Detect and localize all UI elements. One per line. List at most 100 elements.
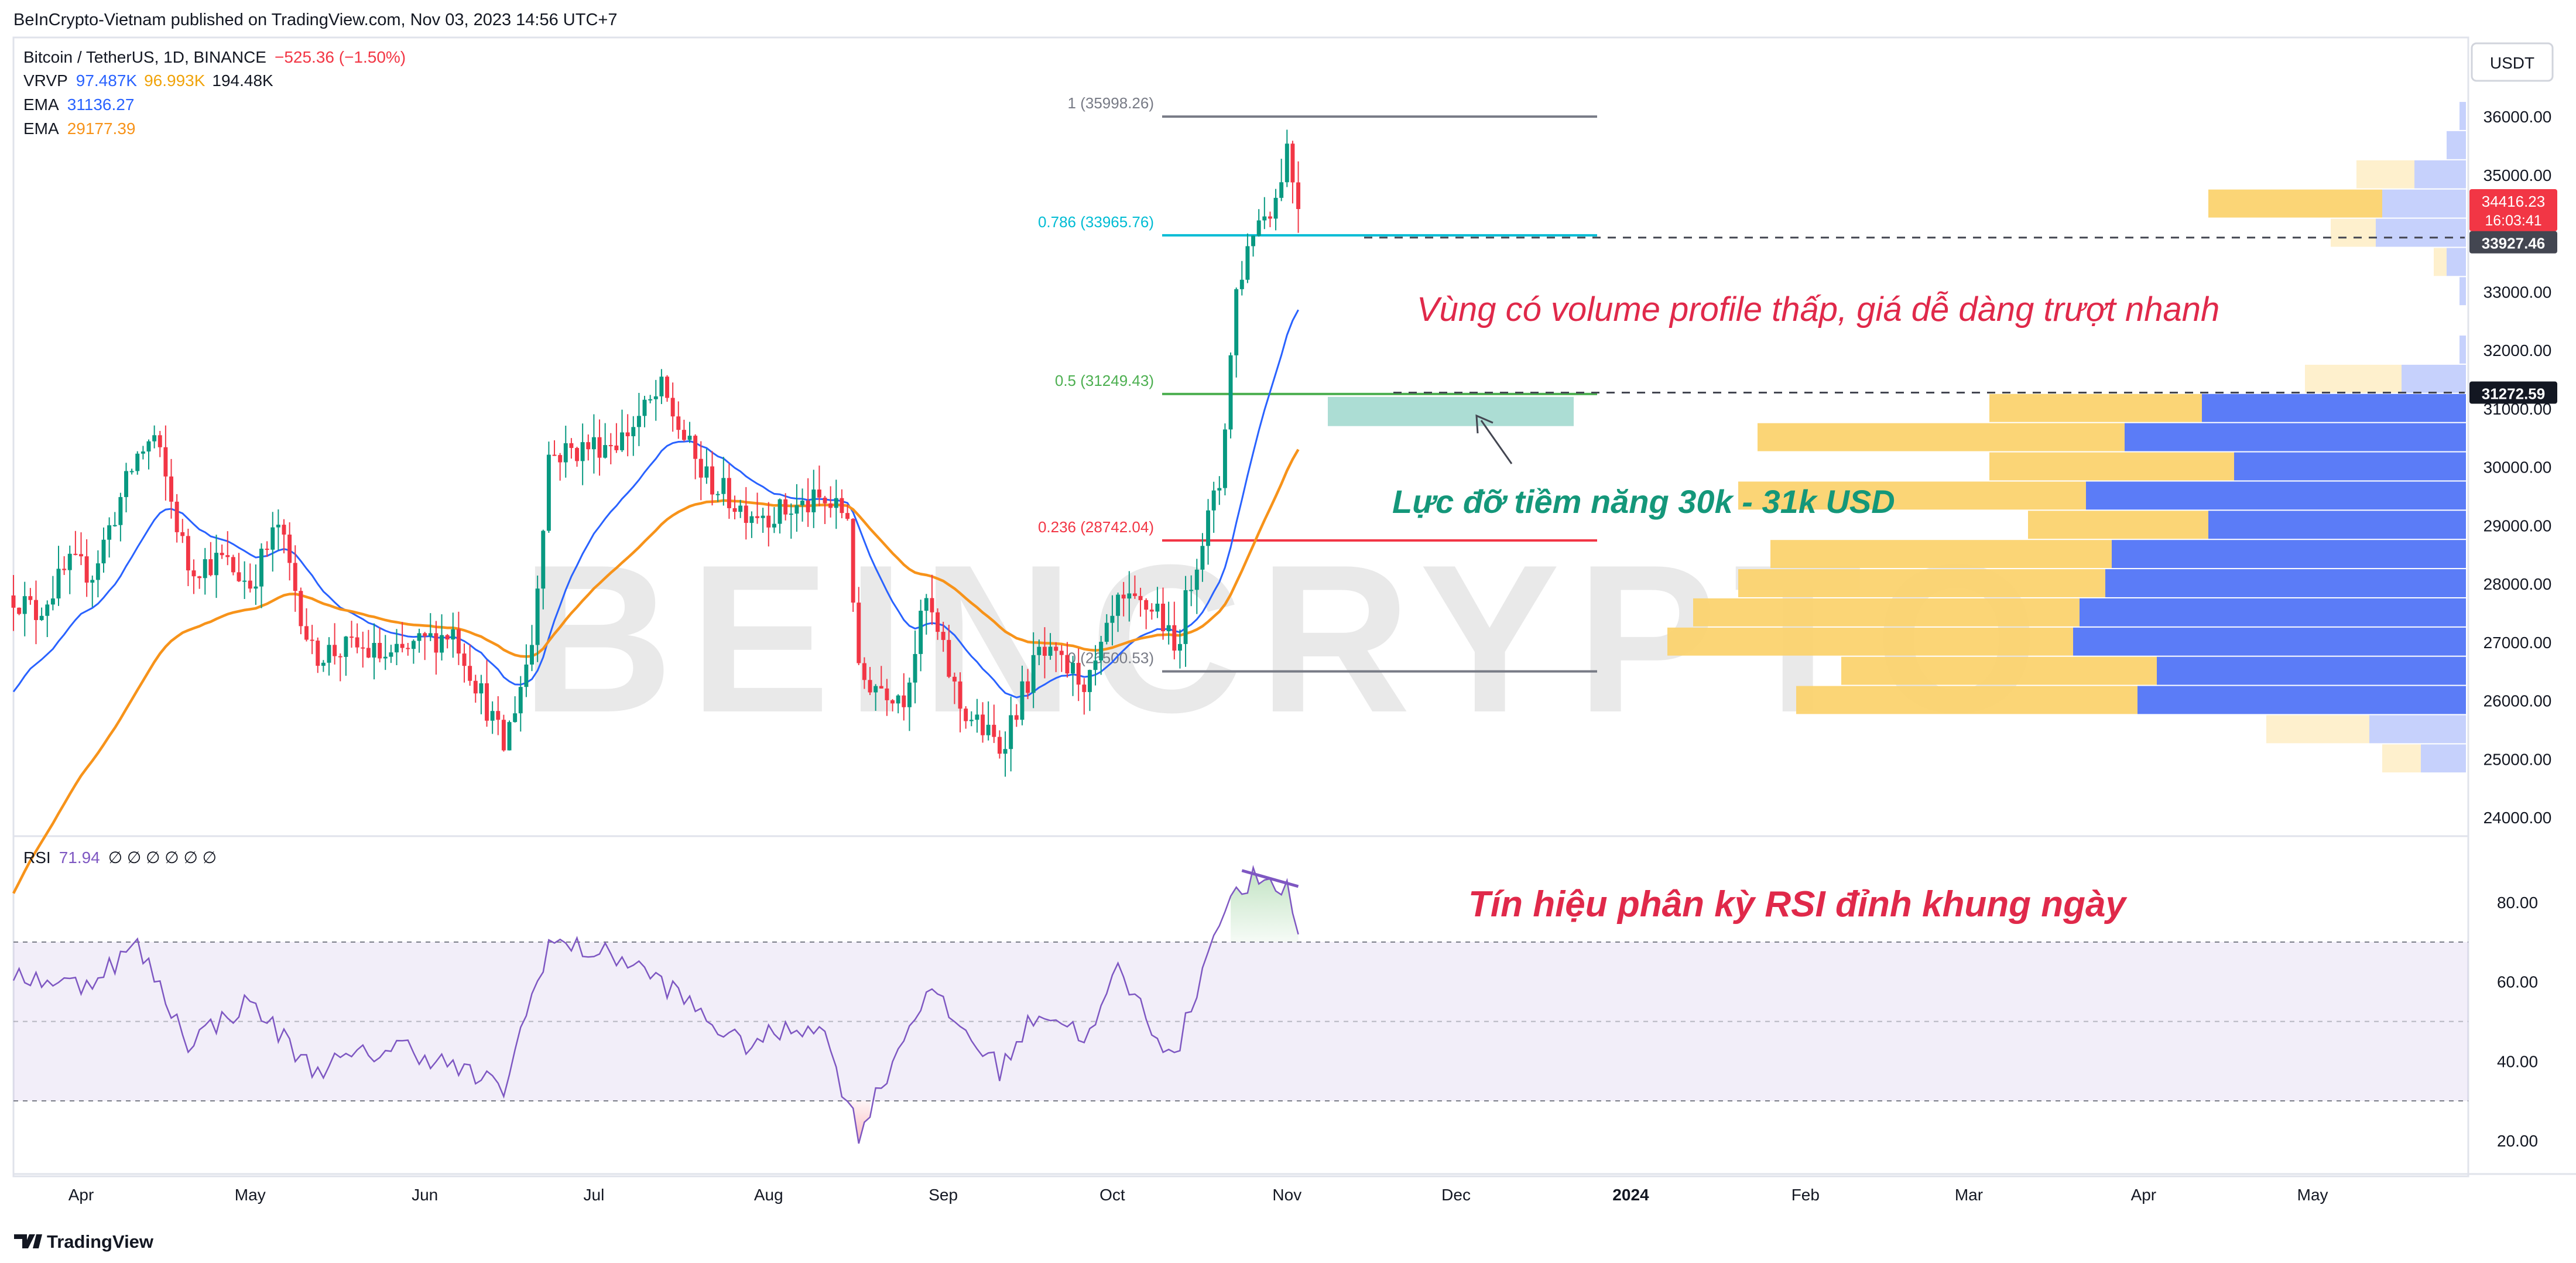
candle-body [693,436,698,459]
candle-body [1268,216,1272,219]
candle-body [524,664,529,687]
vp-bar-up [2459,277,2466,306]
vrvp-value-total: 194.48K [212,71,273,90]
candle-body [79,554,83,557]
candle-body [563,443,568,463]
candle-body [631,427,636,437]
volume-profile [1667,102,2466,773]
candle-body [1273,197,1278,219]
candle-body [744,505,748,523]
candle-body [665,376,669,398]
ema-slow-legend[interactable]: EMA 29177.39 [23,119,135,138]
vrvp-legend[interactable]: VRVP 97.487K 96.993K 194.48K [23,71,273,90]
symbol-change: −525.36 (−1.50%) [275,48,406,66]
candle-body [1054,646,1059,651]
candle-body [124,471,128,497]
candle-body [603,445,608,458]
candle-body [783,499,788,515]
candle-body [789,514,793,515]
price-tick-label: 28000.00 [2483,575,2552,593]
fibonacci-retracement[interactable]: 1 (35998.26) 0.786 (33965.76) 0.5 (31249.4… [1038,94,2465,673]
last-price-badge-bg [2469,189,2557,231]
candle-body [952,676,957,682]
candle-body [1020,681,1025,720]
vp-bar-up [2402,364,2466,393]
fib-label: 0.5 (31249.43) [1055,372,1154,389]
candle-body [118,497,123,525]
support-zone[interactable] [1328,396,1574,426]
candle-body [299,591,303,627]
ema-fast-legend[interactable]: EMA 31136.27 [23,95,134,114]
rsi-divergence-line[interactable] [1241,869,1299,888]
candle-body [1251,235,1256,247]
symbol-legend[interactable]: Bitcoin / TetherUS, 1D, BINANCE −525.36 (… [23,48,406,66]
time-tick-label: Apr [68,1186,94,1204]
time-tick-label: Mar [1955,1186,1983,1204]
price-tick-label: 27000.00 [2483,634,2552,652]
candle-body [39,615,44,620]
candle-body [851,519,855,603]
candle-body [552,454,557,456]
candle-body [1121,594,1126,599]
candle-body [1194,569,1199,590]
rsi-params: ∅ ∅ ∅ ∅ ∅ ∅ [108,848,217,867]
candle-body [890,700,895,704]
candle-body [1116,594,1121,616]
candle-body [366,648,371,658]
candle-body [958,681,962,709]
candle-body [1279,182,1284,198]
candle-body [50,598,55,605]
level-b-badge: 31272.59 [2482,385,2545,403]
ema-slow-value: 29177.39 [67,119,136,138]
price-tick-label: 26000.00 [2483,692,2552,710]
candle-body [1166,625,1171,632]
candle-body [947,639,951,677]
candle-body [1234,289,1239,355]
vp-bar-down [1841,656,2157,685]
candle-body [1042,646,1047,656]
rsi-legend[interactable]: RSI 71.94 ∅ ∅ ∅ ∅ ∅ ∅ [23,848,217,867]
candle-body [321,662,326,666]
candle-body [1059,651,1064,655]
vp-bar-up [2125,423,2466,451]
candle-body [586,442,591,450]
currency-button[interactable] [2471,42,2554,82]
price-tick-label: 33000.00 [2483,283,2552,301]
candle-body [715,494,720,495]
vp-bar-down [2305,364,2402,393]
candle-body [834,498,838,508]
rsi-oversold-fill [847,1101,871,1144]
vp-bar-down [1758,423,2125,451]
time-tick-label: Jul [584,1186,605,1204]
candle-body [383,656,388,659]
currency-label: USDT [2490,54,2534,72]
candle-body [1172,625,1177,651]
candle-body [1127,593,1132,599]
candle-body [287,535,292,563]
rsi-axis[interactable]: 20.00 40.00 60.00 80.00 [2497,894,2538,1150]
candle-body [1200,546,1205,570]
rsi-overbought-fill [1231,867,1299,942]
candle-body [772,523,776,528]
annotation-low-volume: Vùng có volume profile thấp, giá dễ dàng… [1417,290,2219,328]
rsi-background [13,941,2468,1102]
time-tick-label: Apr [2131,1186,2157,1204]
candle-body [231,557,235,573]
candle-body [738,505,743,512]
vp-bar-up [2382,189,2466,218]
candle-body [90,580,95,583]
candle-body [1290,143,1295,183]
vp-bar-down [2434,248,2447,276]
time-axis[interactable]: Apr May Jun Jul Aug Sep Oct Nov Dec 2024 Feb Mar Apr… [68,1186,2328,1204]
candle-body [558,455,563,463]
vp-bar-down [1989,452,2234,481]
ema-slow-line [12,449,1300,894]
vp-bar-up [2447,131,2466,159]
candle-body [338,656,342,658]
candle-body [648,399,653,401]
candle-body [129,471,134,473]
candle-body [501,720,506,751]
candle-body [344,636,348,657]
candle-body [316,641,320,666]
time-tick-label: May [235,1186,266,1204]
